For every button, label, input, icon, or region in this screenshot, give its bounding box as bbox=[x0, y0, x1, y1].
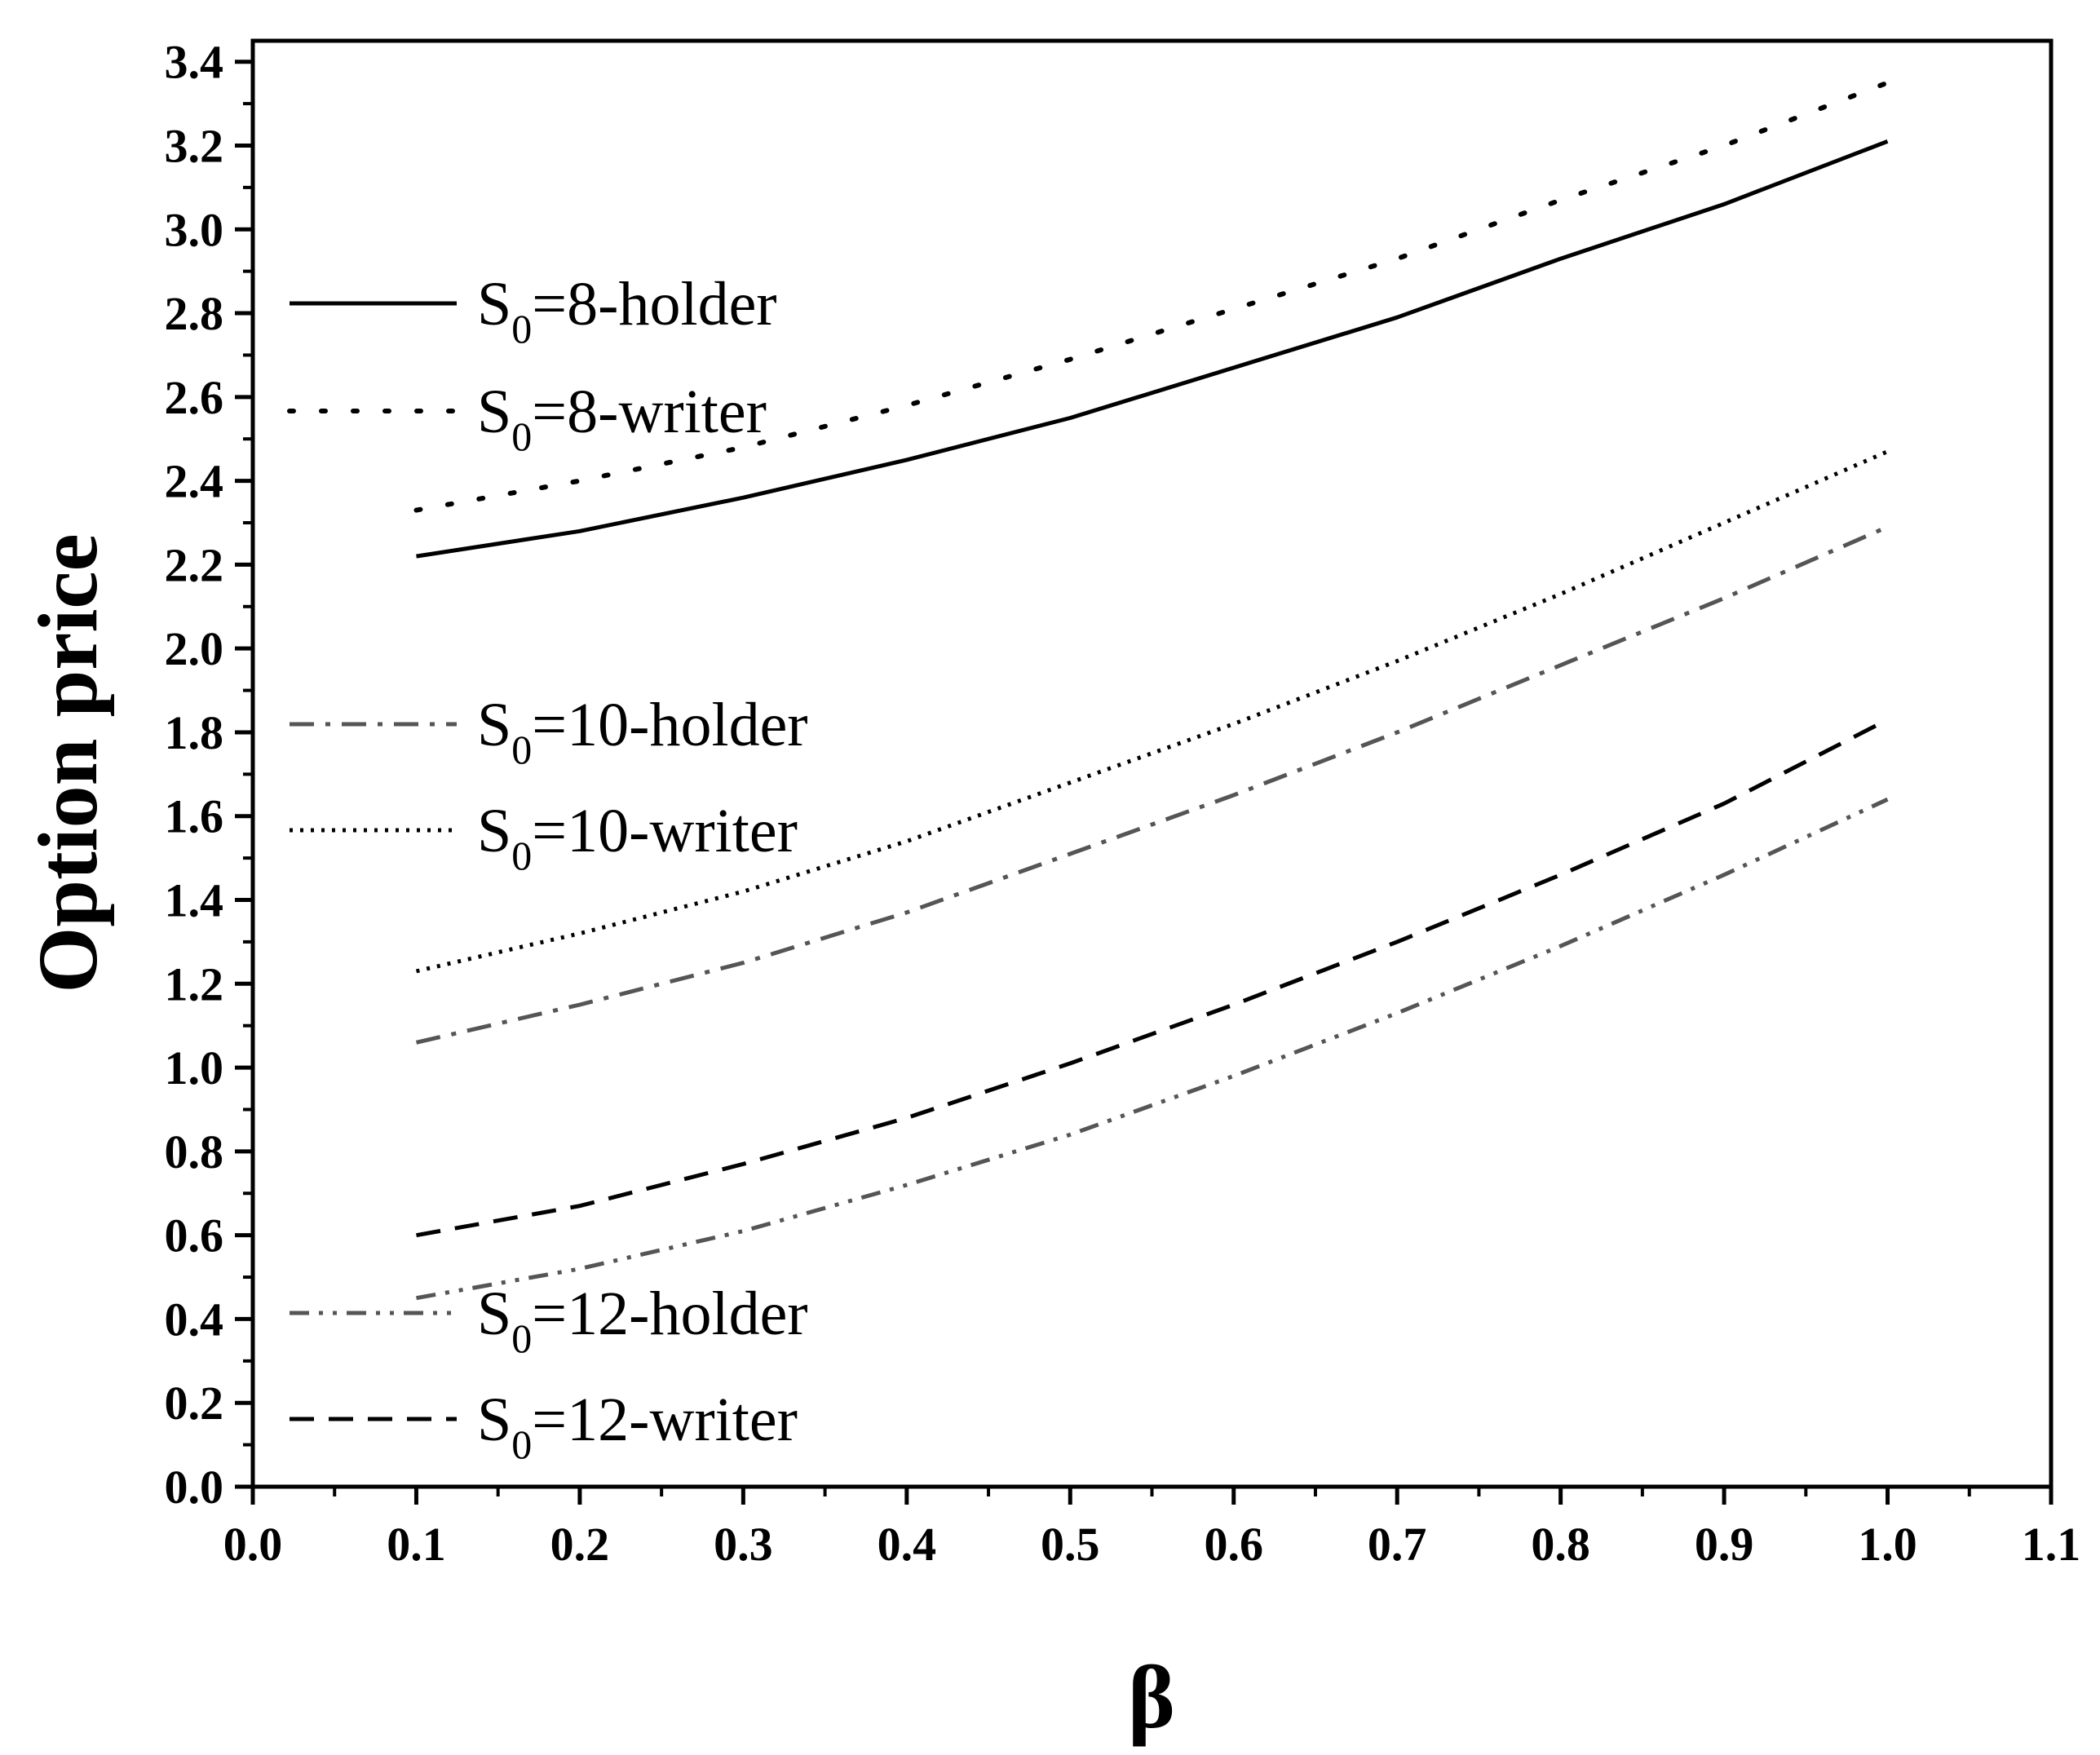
legend-label-4: S0=10-writer bbox=[477, 797, 798, 878]
y-tick-label: 1.4 bbox=[165, 874, 224, 927]
x-tick-label: 1.0 bbox=[1858, 1518, 1917, 1571]
series-lines bbox=[413, 80, 1890, 1301]
y-tick-label: 2.4 bbox=[165, 455, 224, 508]
x-tick-label: 0.5 bbox=[1041, 1518, 1100, 1571]
series-line-6 bbox=[416, 718, 1889, 1238]
legend: S0=8-holder S0=8-writer S0=10-holder S0=10-… bbox=[287, 270, 808, 1467]
x-tick-label: 0.8 bbox=[1531, 1518, 1590, 1571]
series-line-4 bbox=[415, 449, 1889, 974]
y-tick-label: 0.8 bbox=[165, 1125, 224, 1178]
y-tick-label: 3.4 bbox=[165, 36, 224, 89]
y-tick-label: 3.2 bbox=[165, 119, 224, 172]
y-tick-label: 0.0 bbox=[165, 1461, 224, 1514]
legend-label-5: S0=12-holder bbox=[477, 1280, 808, 1361]
x-tick-label: 0.4 bbox=[878, 1518, 937, 1571]
x-tick-label: 0.1 bbox=[387, 1518, 446, 1571]
x-tick-label: 0.2 bbox=[550, 1518, 610, 1571]
y-axis-title: Option price bbox=[21, 533, 115, 992]
y-tick-label: 0.4 bbox=[165, 1293, 224, 1346]
y-tick-label: 2.6 bbox=[165, 371, 224, 424]
y-tick-label: 1.8 bbox=[165, 706, 224, 759]
x-axis: 0.0 0.1 0.2 0.3 0.4 0.5 0.6 0.7 0.8 0.9 1.0 1.1 bbox=[223, 1487, 2081, 1571]
y-tick-label: 2.8 bbox=[165, 287, 224, 340]
x-tick-label: 0.7 bbox=[1368, 1518, 1427, 1571]
series-line-2 bbox=[413, 80, 1890, 513]
x-tick-label: 0.6 bbox=[1204, 1518, 1263, 1571]
x-axis-title: β bbox=[1128, 1647, 1175, 1747]
y-tick-label: 1.0 bbox=[165, 1041, 224, 1094]
y-tick-label: 1.6 bbox=[165, 790, 224, 843]
series-line-3 bbox=[415, 524, 1889, 1045]
legend-label-6: S0=12-writer bbox=[477, 1386, 798, 1467]
y-tick-label: 0.2 bbox=[165, 1377, 224, 1430]
y-tick-label: 2.0 bbox=[165, 622, 224, 675]
y-tick-label: 2.2 bbox=[165, 538, 224, 591]
series-line-1 bbox=[416, 139, 1889, 559]
x-tick-label: 0.0 bbox=[223, 1518, 283, 1571]
legend-label-1: S0=8-holder bbox=[477, 270, 777, 351]
y-tick-label: 1.2 bbox=[165, 957, 224, 1010]
x-tick-label: 0.9 bbox=[1695, 1518, 1754, 1571]
series-line-5 bbox=[416, 797, 1889, 1301]
y-tick-label: 0.6 bbox=[165, 1209, 224, 1262]
legend-label-3: S0=10-holder bbox=[477, 691, 808, 772]
y-axis: 0.0 0.2 0.4 0.6 0.8 1.0 1.2 1.4 1.6 1.8 2.0 2.2 2.4 2… bbox=[165, 36, 253, 1514]
legend-label-2: S0=8-writer bbox=[477, 378, 767, 459]
y-tick-label: 3.0 bbox=[165, 203, 224, 256]
x-tick-label: 0.3 bbox=[714, 1518, 773, 1571]
x-tick-label: 1.1 bbox=[2022, 1518, 2081, 1571]
